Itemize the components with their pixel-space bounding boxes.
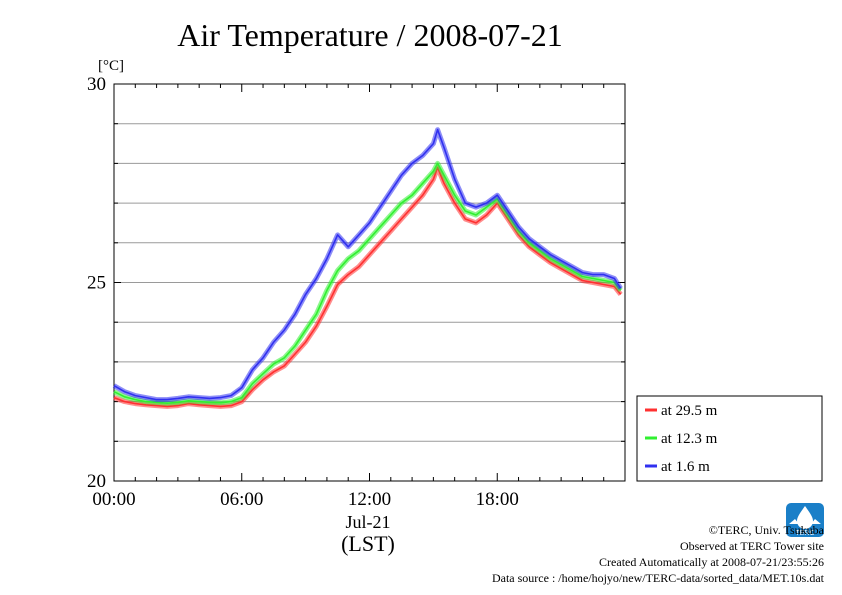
- x-tick-label: 06:00: [220, 489, 263, 510]
- terc-logo: TERC: [785, 502, 825, 538]
- series-band: [112, 127, 623, 403]
- legend: at 29.5 m at 12.3 m at 1.6 m: [636, 395, 823, 482]
- site-text: Observed at TERC Tower site: [679, 539, 824, 553]
- y-unit-label: [°C]: [98, 58, 124, 74]
- legend-label: at 1.6 m: [661, 459, 710, 475]
- legend-label: at 12.3 m: [661, 431, 718, 447]
- y-tick-label: 25: [87, 273, 106, 294]
- x-tick-label: 00:00: [92, 489, 135, 510]
- created-text: Created Automatically at 2008-07-21/23:5…: [599, 555, 824, 569]
- chart-title: Air Temperature / 2008-07-21: [177, 17, 563, 53]
- series-lines: [112, 127, 623, 409]
- logo-text: TERC: [795, 530, 814, 537]
- x-timezone-label: (LST): [341, 531, 395, 556]
- y-tick-label: 30: [87, 74, 106, 95]
- x-axis: 00:00 06:00 12:00 18:00: [92, 84, 626, 510]
- credit-text: ©TERC, Univ. Tsukuba: [708, 523, 824, 537]
- x-tick-label: 18:00: [476, 489, 519, 510]
- legend-box: [636, 395, 823, 482]
- y-tick-label: 20: [87, 471, 106, 492]
- series-band: [112, 160, 623, 406]
- x-date-label: Jul-21: [346, 512, 391, 532]
- series-line: [113, 166, 622, 408]
- series-line: [113, 162, 622, 405]
- source-text: Data source : /home/hojyo/new/TERC-data/…: [491, 571, 824, 585]
- y-axis: 20 25 30: [87, 74, 625, 492]
- grid-lines: [114, 123, 625, 442]
- legend-label: at 29.5 m: [661, 403, 718, 419]
- x-tick-label: 12:00: [348, 489, 391, 510]
- series-line: [113, 128, 622, 401]
